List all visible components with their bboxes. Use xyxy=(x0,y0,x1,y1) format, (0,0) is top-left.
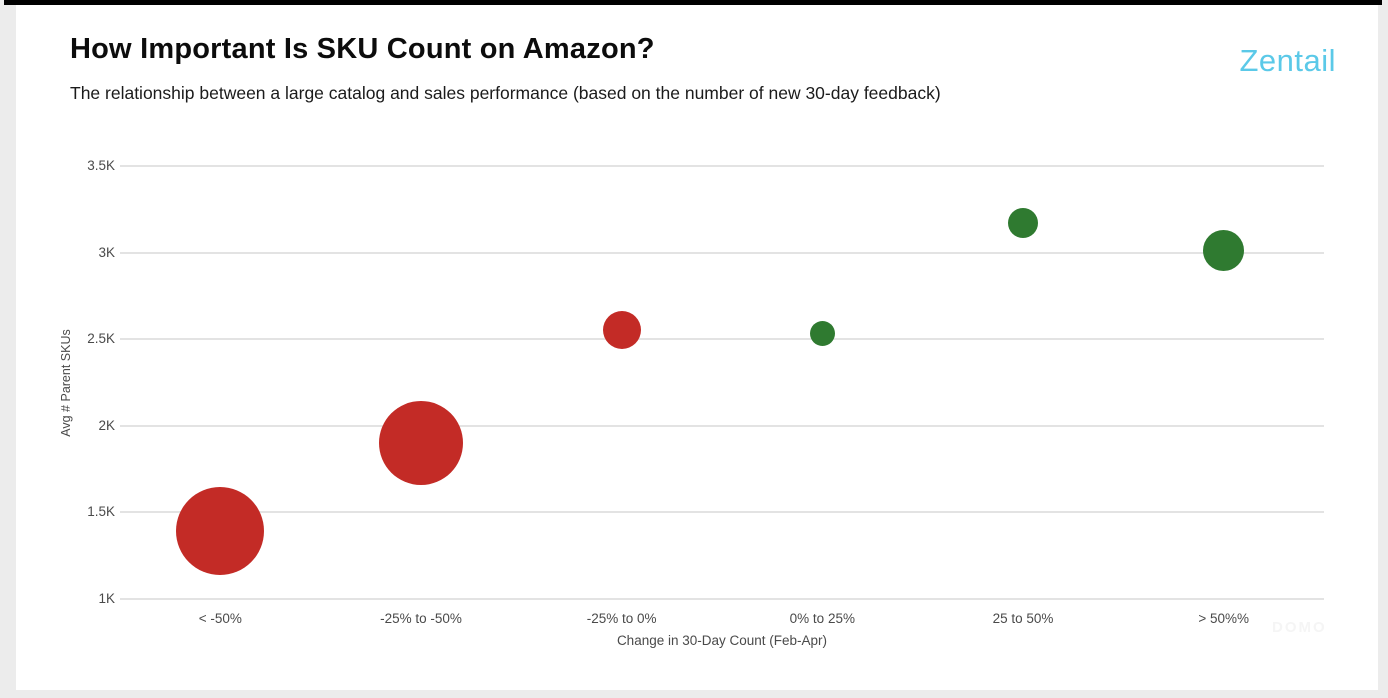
y-tick-label-1.5K: 1.5K xyxy=(87,504,115,520)
x-tick-label-4: 25 to 50% xyxy=(992,611,1054,626)
x-tick-label-2: -25% to 0% xyxy=(586,611,657,626)
y-tick-label-3K: 3K xyxy=(98,244,115,260)
gridline-3.5K xyxy=(120,165,1324,167)
bubble--25-to-50- xyxy=(379,401,463,486)
domo-watermark: DOMO xyxy=(1272,619,1327,636)
gridline-1.5K xyxy=(120,511,1324,514)
x-tick-label-1: -25% to -50% xyxy=(380,611,462,626)
bubble--50- xyxy=(176,487,265,576)
x-axis-title: Change in 30-Day Count (Feb-Apr) xyxy=(616,633,828,648)
y-axis-title: Avg # Parent SKUs xyxy=(59,328,73,437)
y-tick-label-1K: 1K xyxy=(98,591,115,606)
gridline-1K xyxy=(120,598,1324,600)
y-tick-label-3.5K: 3.5K xyxy=(87,158,115,173)
y-tick-label-2K: 2K xyxy=(98,417,115,433)
x-tick-label-0: < -50% xyxy=(198,611,242,626)
zentail-logo: Zentail xyxy=(1239,43,1336,78)
bubble--50- xyxy=(1203,230,1245,272)
window-top-border xyxy=(4,0,1382,5)
page-subtitle: The relationship between a large catalog… xyxy=(70,83,941,103)
gridline-2.5K xyxy=(120,338,1324,341)
x-tick-label-3: 0% to 25% xyxy=(789,611,855,626)
bubble-25-to-50- xyxy=(1008,208,1038,239)
chart-card: How Important Is SKU Count on Amazon? Th… xyxy=(16,5,1378,690)
bubble--25-to-0- xyxy=(602,310,641,349)
bubble-0-to-25- xyxy=(809,320,835,346)
y-tick-label-2.5K: 2.5K xyxy=(87,331,115,347)
page-title: How Important Is SKU Count on Amazon? xyxy=(70,33,655,65)
bubble-chart: 1K 1.5K 2K 2.5K 3K 3.5K < -50% -25% to -50% -25%… xyxy=(16,5,1378,690)
gridline-2K xyxy=(120,424,1324,427)
gridline-3K xyxy=(120,251,1324,254)
x-tick-label-5: > 50%% xyxy=(1198,611,1249,626)
